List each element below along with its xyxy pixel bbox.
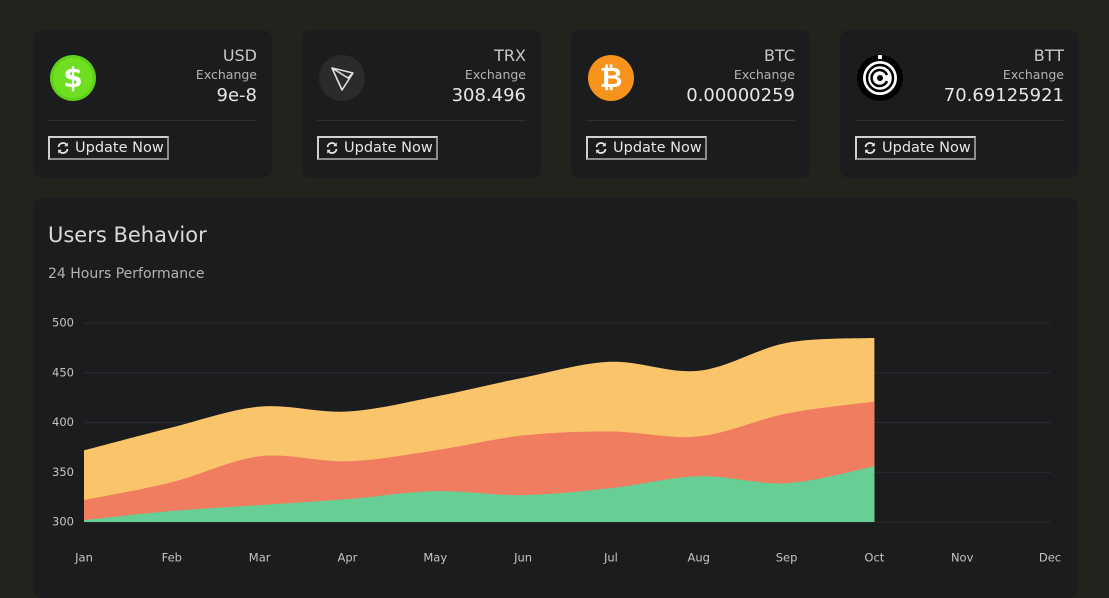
currency-icon: $ [50,55,96,101]
x-tick-label: Feb [162,551,182,565]
refresh-icon [57,142,69,154]
button-label: Update Now [344,140,433,156]
x-tick-label: Dec [1039,551,1061,565]
exchange-card: TRX Exchange 308.496 Update Now [302,30,541,178]
divider [317,120,526,121]
update-button[interactable]: Update Now [317,136,438,160]
x-tick-label: Nov [951,551,974,565]
refresh-icon [864,142,876,154]
x-tick-label: Jul [603,551,618,565]
y-tick-label: 450 [52,365,74,379]
x-tick-label: Jun [513,551,532,565]
y-tick-label: 300 [52,515,74,529]
exchange-card: BTT Exchange 70.69125921 Update Now [840,30,1079,178]
y-tick-label: 500 [52,316,74,330]
divider [586,120,795,121]
chart-panel: 300 350 400 450 500 Jan Feb Mar Apr May Jun Jul Aug S… [33,198,1078,598]
y-tick-label: 400 [52,415,74,429]
y-tick-label: 350 [52,465,74,479]
update-button[interactable]: Update Now [855,136,976,160]
x-tick-label: Jan [74,551,93,565]
exchange-label: Exchange [733,67,795,82]
chart: 300 350 400 450 500 Jan Feb Mar Apr May Jun Jul Aug S… [52,316,1061,565]
update-button[interactable]: Update Now [48,136,169,160]
chart-title: Users Behavior [48,223,207,247]
x-tick-label: May [423,551,447,565]
currency-name: BTC [764,46,795,65]
divider [48,120,257,121]
exchange-value: 308.496 [451,85,526,106]
exchange-label: Exchange [195,67,257,82]
currency-name: USD [222,46,257,65]
x-tick-label: Apr [338,551,358,565]
x-tick-label: Oct [864,551,884,565]
area [84,466,875,522]
exchange-card: ₿ BTC Exchange 0.00000259 Update Now [571,30,810,178]
exchange-card: $ USD Exchange 9e-8 Update Now [33,30,272,178]
exchange-label: Exchange [1002,67,1064,82]
refresh-icon [595,142,607,154]
x-tick-label: Aug [687,551,709,565]
currency-icon: ₿ [588,55,634,101]
exchange-value: 0.00000259 [686,85,795,106]
exchange-value: 9e-8 [216,85,257,106]
currency-name: BTT [1033,46,1064,65]
refresh-icon [326,142,338,154]
currency-icon [319,55,365,101]
x-tick-label: Mar [249,551,271,565]
update-button[interactable]: Update Now [586,136,707,160]
icon-glyph: $ [63,61,82,94]
icon-glyph: ₿ [600,61,623,94]
button-label: Update Now [75,140,164,156]
x-tick-label: Sep [776,551,798,565]
currency-icon [857,55,903,101]
exchange-value: 70.69125921 [943,85,1064,106]
divider [855,120,1064,121]
button-label: Update Now [613,140,702,156]
currency-name: TRX [494,46,526,65]
chart-subtitle: 24 Hours Performance [48,266,205,282]
exchange-label: Exchange [464,67,526,82]
button-label: Update Now [882,140,971,156]
